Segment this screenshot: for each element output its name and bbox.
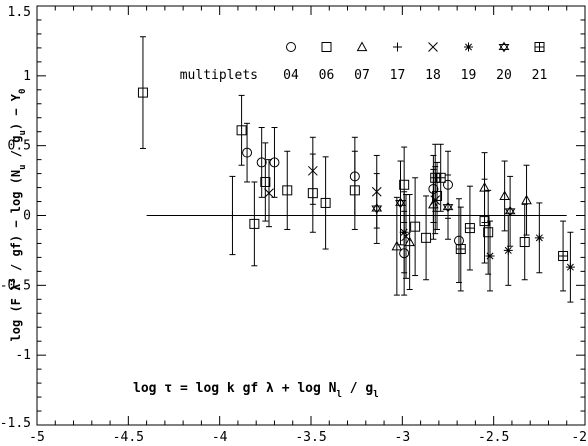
data-point-square [236, 94, 247, 166]
legend-symbol-boxed-plus [534, 42, 545, 52]
data-point-circle [269, 127, 280, 198]
data-point-triangle [521, 164, 532, 236]
data-point-circle [242, 122, 253, 183]
legend-label: 06 [319, 68, 335, 83]
x-tick-label: -3.5 [295, 430, 326, 445]
data-point-cross [264, 159, 274, 228]
data-point-plus [227, 175, 237, 256]
legend-symbol-plus [393, 42, 402, 52]
legend-symbol-triangle [356, 41, 368, 52]
y-tick-label: 0.5 [8, 139, 31, 154]
y-tick-label: -1 [15, 348, 31, 363]
legend-symbol-star-of-david [498, 41, 510, 53]
data-point-cross [307, 136, 318, 205]
y-tick-label: -1.5 [0, 416, 31, 431]
data-point-asterisk [485, 220, 495, 292]
x-tick-label: -4 [212, 430, 228, 445]
legend-symbol-cross [428, 42, 438, 52]
y-axis-title: log (F λ3 / gf) − log (Nu / gu) − Y0 [8, 89, 28, 342]
legend-label: 07 [354, 68, 370, 83]
x-tick-label: -5 [29, 430, 45, 445]
data-point-boxed-plus [464, 185, 475, 271]
y-tick-label: 1 [23, 69, 31, 84]
data-point-star-of-david [395, 160, 406, 246]
x-tick-label: -2 [571, 430, 587, 445]
data-point-triangle [391, 196, 403, 296]
data-point-star-of-david [371, 173, 383, 244]
data-point-square [432, 161, 443, 230]
data-point-boxed-plus [558, 220, 569, 292]
legend-title: multiplets [180, 68, 258, 83]
x-axis-title: log τ = log k gf λ + log Nl / gl [133, 381, 379, 400]
legend-label: 04 [283, 68, 299, 83]
data-point-square [282, 150, 293, 230]
x-tick-label: -2.5 [478, 430, 509, 445]
data-point-square [421, 195, 432, 281]
data-point-square [320, 156, 331, 250]
data-point-square [483, 189, 494, 275]
data-point-boxed-plus [435, 143, 446, 212]
legend-label: 21 [532, 68, 548, 83]
axis-ticks [36, 5, 586, 426]
legend-label: 19 [461, 68, 477, 83]
data-point-star-of-david [504, 175, 516, 247]
y-tick-label: 0 [23, 209, 31, 224]
data-marks [137, 36, 575, 303]
data-point-cross [401, 194, 411, 279]
data-point-asterisk [534, 202, 544, 274]
data-point-square [410, 177, 421, 277]
y-tick-label: 1.5 [8, 5, 31, 20]
data-point-asterisk [565, 231, 575, 303]
data-point-triangle [404, 194, 415, 291]
legend-symbol-asterisk [464, 42, 473, 52]
legend-label: 17 [390, 68, 406, 83]
legend-symbol-circle [286, 42, 296, 52]
data-point-triangle [479, 152, 490, 223]
legend: multiplets 04 06 07 17 18 19 20 21 [180, 41, 548, 83]
data-point-square [137, 36, 148, 149]
data-point-boxed-plus [455, 206, 466, 292]
data-point-star-of-david [442, 174, 454, 240]
data-point-triangle [499, 160, 510, 232]
y-tick-labels: -1.5 -1 -0.5 0 0.5 1 1.5 [0, 5, 31, 431]
x-tick-labels: -5 -4.5 -4 -3.5 -3 -2.5 -2 [29, 430, 587, 445]
data-point-square [249, 181, 260, 267]
legend-label: 18 [425, 68, 441, 83]
data-point-square [260, 142, 271, 222]
x-tick-label: -3 [395, 430, 411, 445]
data-point-circle [256, 127, 267, 198]
legend-symbol-square [321, 42, 332, 52]
y-tick-label: -0.5 [0, 278, 31, 293]
x-tick-label: -4.5 [113, 430, 144, 445]
data-point-circle [453, 198, 464, 284]
data-point-asterisk [503, 215, 513, 286]
data-point-square [349, 150, 360, 230]
legend-label: 20 [496, 68, 512, 83]
